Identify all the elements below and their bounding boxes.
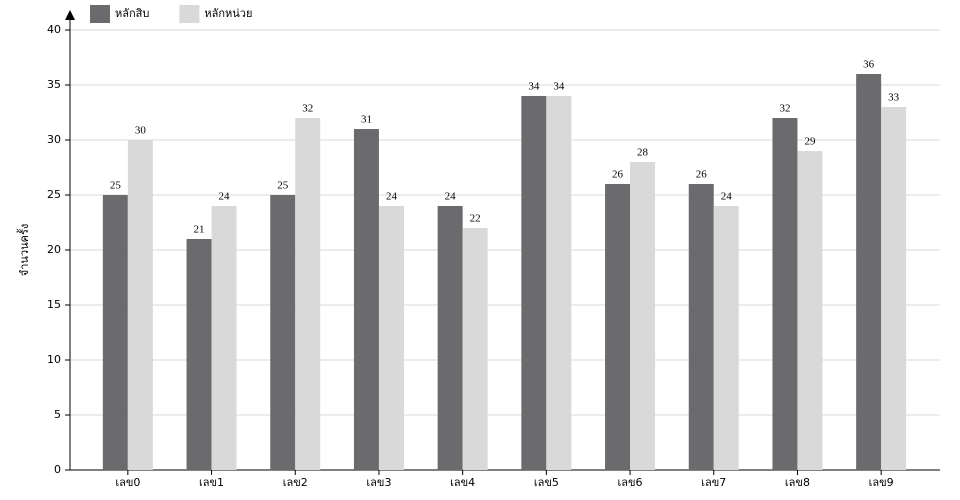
x-tick-label: เลข4	[450, 476, 475, 489]
bar	[605, 184, 631, 470]
bar	[270, 195, 296, 470]
bar	[630, 162, 656, 470]
value-label: 36	[863, 59, 875, 71]
bar	[521, 96, 547, 470]
value-label: 34	[528, 81, 540, 93]
y-tick-label: 20	[47, 243, 61, 256]
bar	[295, 118, 321, 470]
x-tick-label: เลข2	[283, 476, 308, 489]
value-label: 25	[110, 180, 122, 192]
bar	[713, 206, 739, 470]
value-label: 24	[219, 191, 231, 203]
value-label: 24	[386, 191, 398, 203]
bar	[546, 96, 572, 470]
y-tick-label: 5	[54, 408, 61, 421]
value-label: 31	[361, 114, 372, 126]
value-label: 25	[277, 180, 289, 192]
value-label: 33	[888, 92, 900, 104]
x-tick-label: เลข5	[534, 476, 559, 489]
bar	[211, 206, 237, 470]
value-label: 21	[194, 224, 205, 236]
bar	[856, 74, 882, 470]
bar	[437, 206, 463, 470]
value-label: 26	[612, 169, 624, 181]
bar	[881, 107, 907, 470]
bar	[186, 239, 212, 470]
y-tick-label: 0	[54, 463, 61, 476]
x-tick-label: เลข9	[869, 476, 894, 489]
y-axis-label: จำนวนครั้ง	[16, 224, 31, 276]
value-label: 22	[470, 213, 481, 225]
y-axis-arrow	[65, 10, 75, 20]
y-tick-label: 30	[47, 133, 61, 146]
x-tick-label: เลข8	[785, 476, 810, 489]
bar	[378, 206, 404, 470]
y-tick-label: 35	[47, 78, 61, 91]
x-tick-label: เลข0	[115, 476, 140, 489]
bar	[127, 140, 153, 470]
x-tick-label: เลข1	[199, 476, 224, 489]
value-label: 24	[445, 191, 457, 203]
bar	[688, 184, 714, 470]
value-label: 28	[637, 147, 649, 159]
legend-swatch	[179, 5, 200, 23]
y-tick-label: 25	[47, 188, 61, 201]
y-tick-label: 10	[47, 353, 61, 366]
x-tick-label: เลข6	[618, 476, 643, 489]
value-label: 29	[804, 136, 816, 148]
value-label: 32	[779, 103, 790, 115]
x-tick-label: เลข3	[366, 476, 391, 489]
value-label: 26	[696, 169, 708, 181]
legend-label: หลักสิบ	[115, 7, 149, 20]
y-tick-label: 15	[47, 298, 61, 311]
bar	[797, 151, 823, 470]
legend-swatch	[90, 5, 110, 23]
value-label: 34	[553, 81, 565, 93]
y-tick-label: 40	[47, 23, 61, 36]
value-label: 32	[302, 103, 313, 115]
value-label: 30	[135, 125, 147, 137]
bar	[462, 228, 488, 470]
x-tick-label: เลข7	[701, 476, 726, 489]
bar	[772, 118, 798, 470]
bar	[102, 195, 128, 470]
legend-label: หลักหน่วย	[204, 7, 252, 20]
bar	[353, 129, 379, 470]
value-label: 24	[721, 191, 733, 203]
